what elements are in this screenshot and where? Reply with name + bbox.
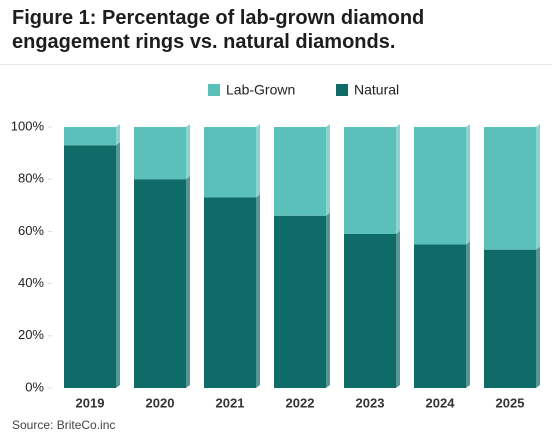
bar-segment	[414, 244, 466, 388]
legend-label: Lab-Grown	[226, 82, 295, 98]
chart-title: Figure 1: Percentage of lab-grown diamon…	[12, 7, 425, 53]
bar-segment	[204, 127, 256, 198]
bar-side	[186, 176, 190, 388]
bar-side	[536, 246, 540, 388]
legend-swatch	[336, 84, 348, 96]
bar-segment	[484, 249, 536, 388]
bar-segment	[414, 127, 466, 245]
legend-label: Natural	[354, 82, 399, 98]
bar-segment	[134, 127, 186, 180]
x-tick-label: 2025	[496, 395, 525, 410]
bar-segment	[274, 127, 326, 216]
bar-side	[326, 212, 330, 388]
bar-segment	[204, 197, 256, 388]
bar-side	[466, 241, 470, 388]
legend-swatch	[208, 84, 220, 96]
bar-segment	[274, 215, 326, 388]
y-tick-label: 100%	[11, 118, 45, 133]
y-tick-label: 0%	[25, 379, 44, 394]
x-tick-label: 2021	[216, 395, 245, 410]
y-tick-label: 80%	[18, 171, 44, 186]
header-divider	[0, 64, 552, 65]
bar-side	[116, 142, 120, 388]
bar-segment	[64, 127, 116, 146]
source-note: Source: BriteCo.inc	[12, 418, 115, 432]
bar-side	[326, 124, 330, 216]
x-tick-label: 2024	[426, 395, 456, 410]
bar-side	[466, 124, 470, 245]
bar-segment	[484, 127, 536, 250]
bar-side	[396, 231, 400, 388]
bar-segment	[64, 145, 116, 388]
bar-segment	[134, 179, 186, 388]
y-tick-label: 60%	[18, 223, 44, 238]
x-tick-label: 2020	[146, 395, 175, 410]
bar-side	[396, 124, 400, 235]
x-tick-label: 2023	[356, 395, 385, 410]
y-tick-label: 20%	[18, 327, 44, 342]
bar-side	[186, 124, 190, 180]
y-tick-label: 40%	[18, 275, 44, 290]
x-tick-label: 2019	[76, 395, 105, 410]
bar-segment	[344, 127, 396, 235]
bar-side	[256, 194, 260, 388]
bar-side	[536, 124, 540, 250]
bar-side	[116, 124, 120, 146]
bar-side	[256, 124, 260, 198]
bar-segment	[344, 234, 396, 388]
x-tick-label: 2022	[286, 395, 315, 410]
